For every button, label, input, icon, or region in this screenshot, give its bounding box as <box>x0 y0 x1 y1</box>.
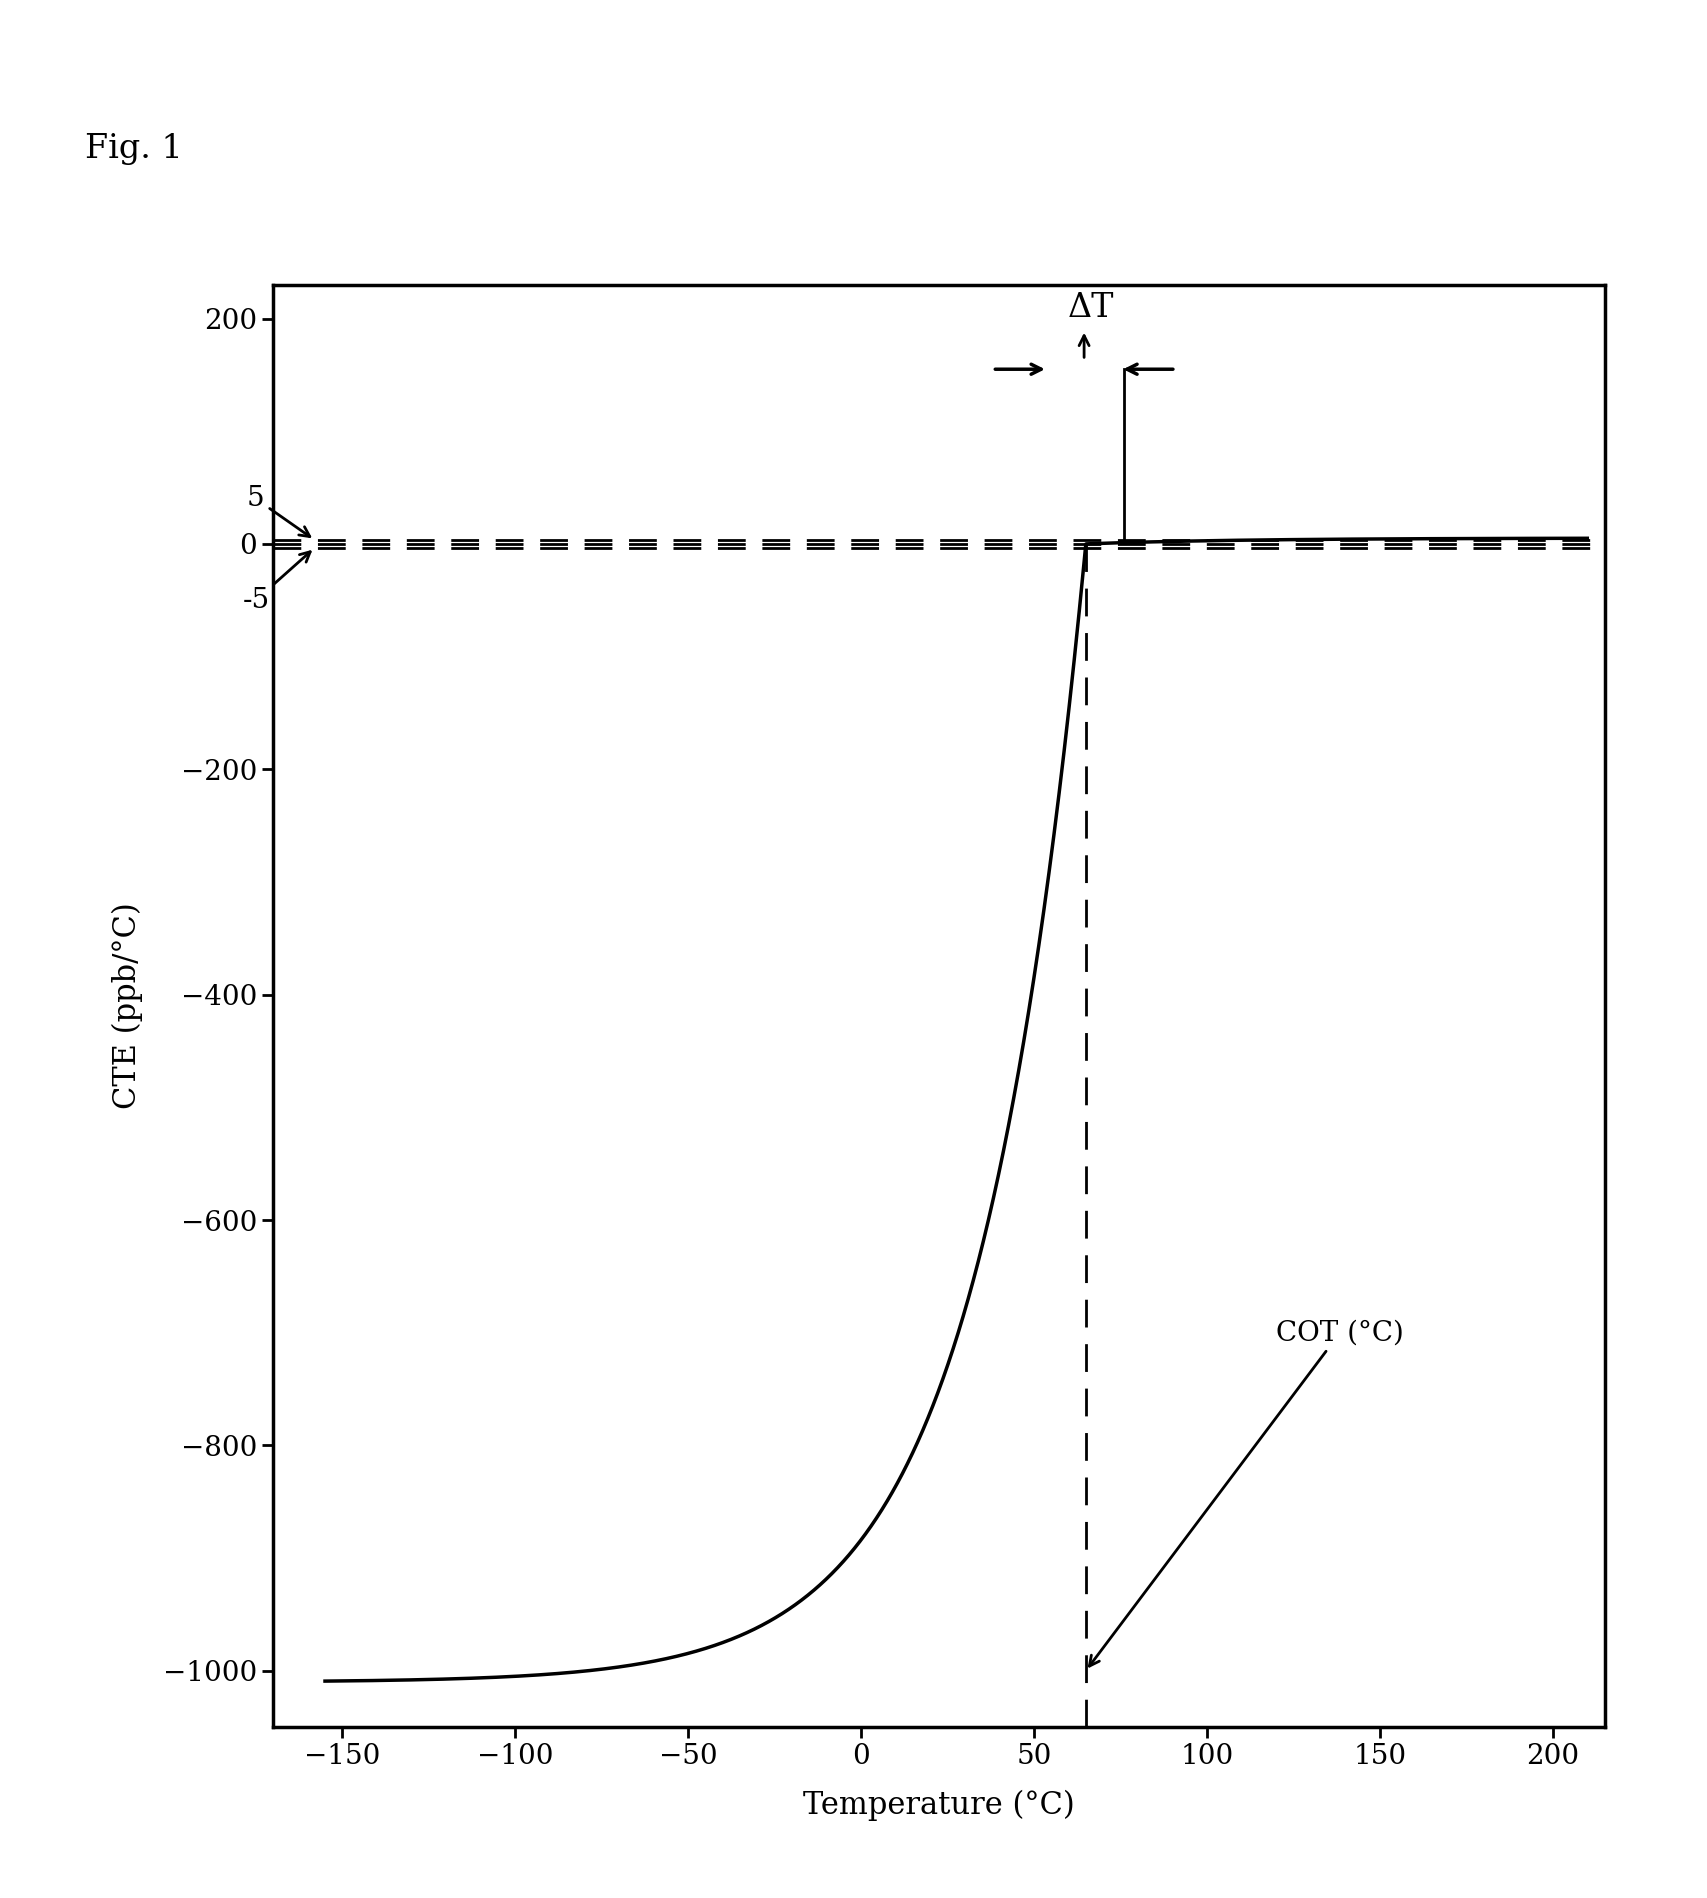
Text: ΔT: ΔT <box>1069 292 1115 325</box>
Text: 5: 5 <box>248 486 309 537</box>
Y-axis label: CTE (ppb/°C): CTE (ppb/°C) <box>113 903 143 1108</box>
X-axis label: Temperature (°C): Temperature (°C) <box>802 1790 1075 1820</box>
Text: Fig. 1: Fig. 1 <box>85 133 183 165</box>
Text: COT (°C): COT (°C) <box>1089 1319 1403 1666</box>
Text: -5: -5 <box>242 552 311 613</box>
